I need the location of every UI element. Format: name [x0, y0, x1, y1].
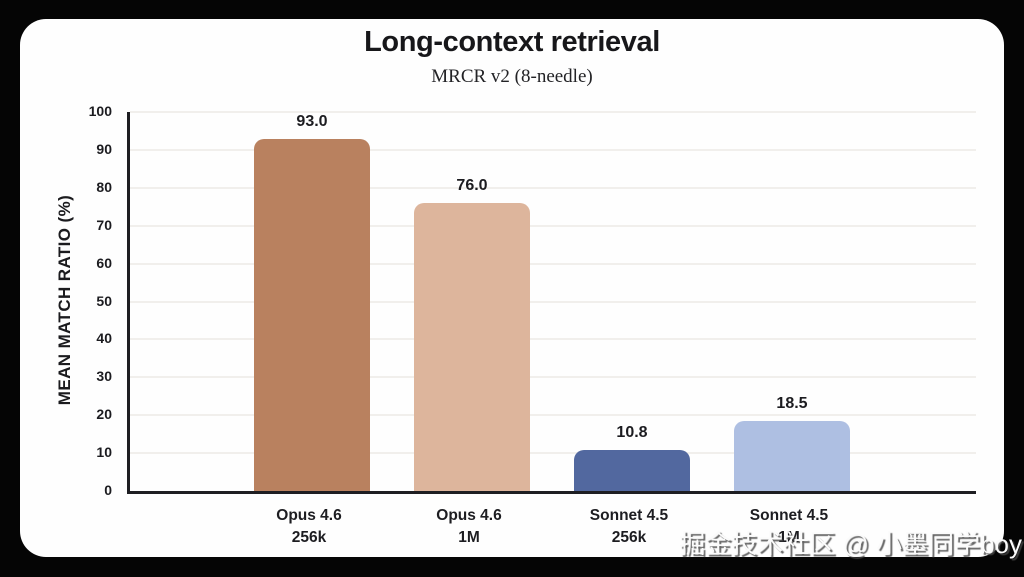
category-label-line1: Sonnet 4.5 — [749, 507, 829, 524]
bar — [734, 421, 850, 491]
bar-value-label: 10.8 — [616, 424, 648, 441]
gridline — [130, 111, 976, 113]
category-label-line2: 1M — [458, 529, 480, 546]
y-tick-label: 50 — [96, 292, 112, 309]
bar-value-label: 18.5 — [776, 395, 808, 412]
bar — [574, 450, 690, 491]
category-label-line2: 256k — [611, 529, 647, 546]
bar — [254, 139, 370, 491]
y-tick-label: 70 — [96, 216, 112, 233]
y-tick-label: 60 — [96, 254, 112, 271]
y-tick-label: 20 — [96, 406, 112, 423]
y-tick-label: 10 — [96, 444, 112, 461]
gridline — [130, 452, 976, 455]
chart-subtitle: MRCR v2 (8-needle) — [431, 66, 593, 87]
watermark: 掘金技术社区 @ 小墨同学boy — [679, 529, 1022, 559]
category-label-line2: 1M — [778, 529, 800, 546]
bar-value-label: 76.0 — [456, 177, 488, 194]
category-label-line2: 256k — [291, 529, 327, 546]
category-label-line1: Sonnet 4.5 — [589, 507, 669, 524]
gridline — [130, 186, 976, 189]
category-label: Sonnet 4.5 256k — [549, 505, 709, 549]
category-label-line1: Opus 4.6 — [436, 507, 502, 524]
category-label: Opus 4.6 1M — [389, 505, 549, 549]
gridline — [130, 262, 976, 265]
y-tick-label: 90 — [96, 140, 112, 157]
gridline — [130, 376, 976, 379]
plot-area: 93.0 76.0 10.8 18.5 — [127, 111, 976, 494]
category-label: Sonnet 4.5 1M — [709, 505, 869, 549]
bar-value-label: 93.0 — [296, 113, 328, 130]
y-tick-label: 80 — [96, 178, 112, 195]
gridline — [130, 148, 976, 151]
bar — [414, 203, 530, 491]
chart-title: Long-context retrieval — [364, 26, 660, 58]
gridline — [130, 338, 976, 341]
y-tick-label: 0 — [104, 482, 112, 498]
gridline — [130, 300, 976, 303]
gridline — [130, 414, 976, 417]
y-tick-label: 40 — [96, 330, 112, 347]
y-tick-label: 100 — [88, 103, 112, 119]
category-label: Opus 4.6 256k — [229, 505, 389, 549]
y-tick-label: 30 — [96, 368, 112, 385]
category-label-line1: Opus 4.6 — [276, 507, 342, 524]
gridline — [130, 224, 976, 227]
